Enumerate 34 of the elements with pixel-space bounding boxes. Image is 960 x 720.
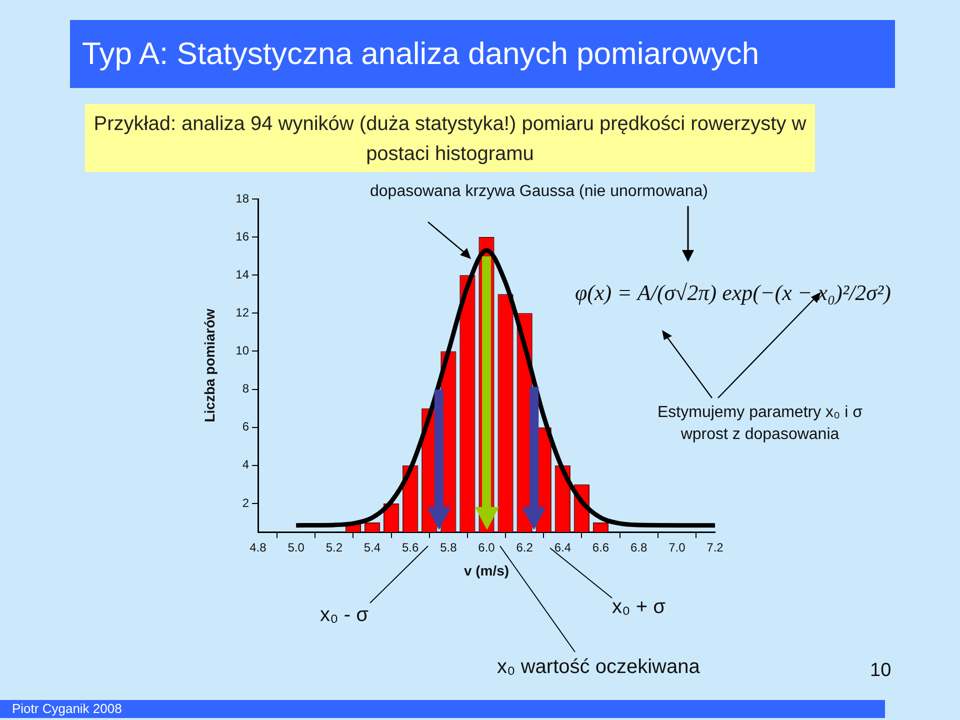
y-tick-label: 6 — [242, 420, 250, 434]
chart-title: Typ A: Statystyczna analiza danych pomiarowych — [70, 20, 895, 88]
annotation: φ(x) = A/(σ√2π) exp(−(x − x₀)²/2σ²) — [575, 280, 891, 306]
y-tick-label: 18 — [236, 191, 250, 206]
text: 10 — [870, 660, 892, 682]
y-tick-label: 2 — [242, 496, 250, 510]
y-tick-label: 4 — [242, 458, 250, 472]
x-tick-label: 5.8 — [440, 540, 458, 555]
y-tick-label: 14 — [236, 267, 250, 282]
x-tick-label: 6.6 — [592, 540, 610, 555]
y-tick-label: 8 — [242, 382, 250, 396]
x-tick-label: 6.4 — [554, 540, 572, 555]
text: x₀ - σ — [320, 604, 368, 627]
y-tick-label: 16 — [236, 229, 250, 244]
text: Piotr Cyganik 2008 — [0, 700, 885, 718]
x-axis-title: v (m/s) — [464, 562, 510, 578]
x-tick-label: 7.0 — [668, 540, 686, 555]
chart-subtitle: Przykład: analiza 94 wyników (duża statystyka!) pomiaru prędkości rowerzysty w postaci histogramu — [85, 104, 815, 172]
y-tick-label: 12 — [236, 305, 250, 320]
x-tick-label: 6.2 — [516, 540, 534, 555]
text: x₀ wartość oczekiwana — [497, 656, 700, 679]
x-tick-label: 6.8 — [630, 540, 648, 555]
x-tick-label: 5.6 — [402, 540, 419, 555]
text: x₀ + σ — [612, 596, 666, 619]
y-axis-title: Liczba pomiarów — [201, 308, 218, 422]
x-tick-label: 5.4 — [364, 540, 381, 555]
x-tick-label: 6.0 — [478, 540, 496, 555]
annotation: Estymujemy parametry x₀ i σ wprost z dopasowania — [656, 403, 864, 445]
x-tick-label: 5.0 — [288, 540, 305, 555]
annotation: dopasowana krzywa Gaussa (nie unormowana) — [370, 183, 708, 201]
x-tick-label: 4.8 — [250, 540, 267, 555]
y-tick-label: 10 — [236, 344, 250, 358]
x-tick-label: 5.2 — [326, 540, 343, 555]
x-tick-label: 7.2 — [706, 540, 724, 555]
